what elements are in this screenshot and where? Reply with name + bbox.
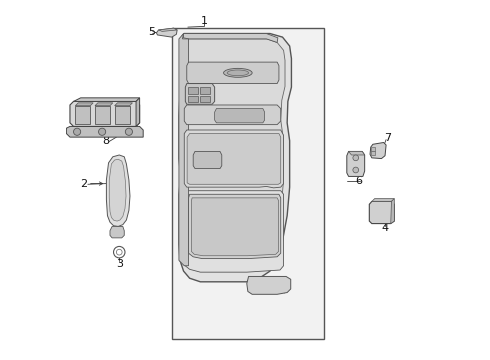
Polygon shape	[193, 152, 222, 168]
Ellipse shape	[223, 68, 252, 77]
Polygon shape	[372, 199, 394, 202]
Polygon shape	[188, 87, 198, 94]
Text: 1: 1	[200, 16, 207, 26]
Polygon shape	[66, 126, 143, 137]
Polygon shape	[189, 194, 281, 258]
Text: 4: 4	[382, 223, 389, 233]
Bar	[172, 28, 323, 339]
Polygon shape	[215, 109, 265, 123]
Polygon shape	[200, 87, 210, 94]
Polygon shape	[187, 134, 281, 184]
Text: 7: 7	[384, 133, 392, 143]
Circle shape	[98, 128, 106, 135]
Polygon shape	[185, 84, 215, 104]
Polygon shape	[184, 191, 284, 272]
Polygon shape	[184, 130, 284, 188]
Circle shape	[353, 167, 359, 173]
Polygon shape	[371, 152, 375, 155]
Text: 3: 3	[116, 259, 123, 269]
Polygon shape	[75, 103, 93, 106]
Polygon shape	[184, 33, 278, 42]
Text: 5: 5	[148, 27, 155, 37]
Polygon shape	[247, 276, 291, 294]
Polygon shape	[184, 105, 281, 125]
Polygon shape	[369, 202, 394, 224]
Text: 2: 2	[80, 179, 87, 189]
Polygon shape	[74, 98, 140, 102]
Polygon shape	[391, 199, 394, 224]
Polygon shape	[70, 102, 140, 126]
Polygon shape	[115, 106, 130, 123]
Circle shape	[74, 128, 81, 135]
Polygon shape	[109, 159, 126, 221]
Text: 6: 6	[355, 176, 362, 186]
Polygon shape	[179, 33, 189, 266]
Circle shape	[353, 155, 359, 161]
Polygon shape	[184, 39, 285, 270]
Polygon shape	[347, 152, 365, 176]
Polygon shape	[75, 106, 90, 123]
Polygon shape	[159, 28, 177, 31]
Circle shape	[125, 128, 132, 135]
Polygon shape	[136, 98, 140, 126]
Polygon shape	[348, 152, 365, 155]
Ellipse shape	[227, 70, 248, 76]
Polygon shape	[370, 143, 386, 158]
Polygon shape	[187, 62, 279, 84]
Polygon shape	[115, 103, 132, 106]
Text: 8: 8	[102, 136, 109, 147]
Polygon shape	[200, 96, 210, 102]
Polygon shape	[106, 155, 130, 226]
Polygon shape	[95, 103, 113, 106]
Polygon shape	[192, 198, 279, 256]
Polygon shape	[188, 96, 198, 102]
Polygon shape	[110, 226, 124, 238]
Polygon shape	[371, 147, 375, 151]
Polygon shape	[95, 106, 110, 123]
Polygon shape	[179, 33, 292, 282]
Polygon shape	[156, 28, 177, 37]
